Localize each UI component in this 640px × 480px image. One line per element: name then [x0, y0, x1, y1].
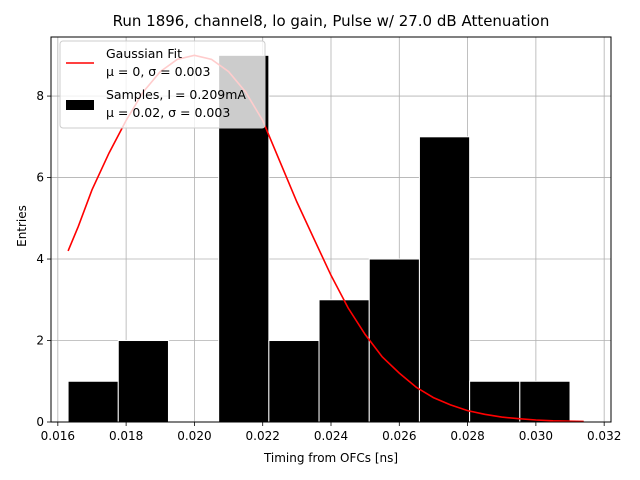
histogram-bar — [268, 340, 320, 423]
histogram-bar — [67, 380, 119, 423]
x-tick-label: 0.024 — [314, 429, 348, 443]
legend: Gaussian Fit μ = 0, σ = 0.003 Samples, I… — [59, 40, 266, 129]
legend-fit-params: μ = 0, σ = 0.003 — [106, 64, 210, 79]
x-tick-label: 0.020 — [177, 429, 211, 443]
x-tick-label: 0.026 — [382, 429, 416, 443]
x-tick-label: 0.032 — [587, 429, 621, 443]
chart-title: Run 1896, channel8, lo gain, Pulse w/ 27… — [113, 12, 550, 30]
legend-hist-params: μ = 0.02, σ = 0.003 — [106, 105, 230, 120]
x-tick-label: 0.018 — [109, 429, 143, 443]
legend-fit-label: Gaussian Fit — [106, 46, 182, 61]
y-axis-ticks: 0 2 4 6 8 — [36, 89, 51, 429]
x-tick-label: 0.028 — [450, 429, 484, 443]
y-tick-label: 6 — [36, 171, 44, 185]
y-tick-label: 0 — [36, 415, 44, 429]
x-axis-label: Timing from OFCs [ns] — [263, 451, 398, 465]
histogram-bar — [368, 258, 420, 423]
histogram-bar — [519, 380, 571, 423]
x-tick-label: 0.030 — [519, 429, 553, 443]
histogram-bar — [117, 340, 169, 423]
y-axis-label: Entries — [15, 205, 29, 247]
x-tick-label: 0.022 — [246, 429, 280, 443]
y-tick-label: 4 — [36, 252, 44, 266]
histogram-bar — [418, 136, 471, 423]
legend-hist-swatch — [66, 100, 94, 110]
y-tick-label: 8 — [36, 89, 44, 103]
legend-box — [59, 40, 266, 129]
y-tick-label: 2 — [36, 334, 44, 348]
x-tick-label: 0.016 — [41, 429, 75, 443]
histogram-bar — [318, 299, 370, 423]
x-axis-ticks: 0.016 0.018 0.020 0.022 0.024 0.026 0.028 0.030… — [41, 422, 621, 443]
legend-hist-label: Samples, I = 0.209mA — [106, 87, 246, 102]
